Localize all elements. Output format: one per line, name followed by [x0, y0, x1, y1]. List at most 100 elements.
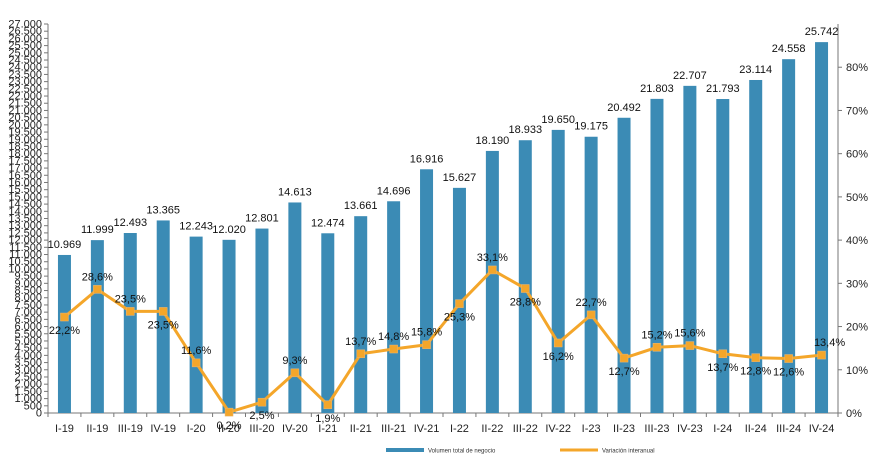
left-tick-label: 16.500: [8, 170, 42, 182]
left-tick-label: 500: [24, 400, 42, 412]
right-tick-label: 80%: [846, 62, 868, 74]
left-tick-label: 15.500: [8, 184, 42, 196]
line-data-label: 13,4%: [814, 337, 845, 349]
left-tick-label: 20.500: [8, 112, 42, 124]
left-tick-label: 2.000: [14, 379, 42, 391]
bar-data-label: 21.793: [706, 83, 740, 95]
bar-data-label: 12.801: [245, 213, 279, 225]
left-tick-label: 4.000: [14, 350, 42, 362]
x-tick-label: II-24: [745, 423, 767, 435]
line-point: [422, 340, 431, 349]
legend: Volumen total de negocio Variación inter…: [386, 448, 655, 455]
line-data-label: 25,3%: [444, 312, 475, 324]
left-tick-label: 25.000: [8, 47, 42, 59]
legend-swatch-bar: [386, 448, 424, 452]
line-data-label: 12,6%: [773, 367, 804, 379]
line-point: [488, 265, 497, 275]
bar: [288, 202, 302, 413]
line-data-label: 13,7%: [345, 336, 376, 348]
left-tick-label: 21.500: [8, 98, 42, 110]
bar: [617, 117, 631, 414]
bar-data-label: 19.175: [574, 121, 608, 133]
left-tick-label: 1.000: [14, 393, 42, 405]
bar-data-label: 13.365: [146, 204, 180, 216]
line-data-label: 23,5%: [115, 293, 146, 305]
x-tick-label: IV-23: [677, 423, 703, 435]
right-y-axis: 0% 10% 20% 30% 40% 50% 60% 70% 80%: [837, 24, 868, 420]
left-tick-label: 4.500: [14, 343, 42, 355]
x-tick-label: II-20: [218, 423, 240, 435]
left-tick-label: 13.000: [8, 220, 42, 232]
bar: [123, 233, 137, 413]
left-tick-label: 19.000: [8, 134, 42, 146]
left-tick-label: 7.000: [14, 307, 42, 319]
right-tick-label: 0%: [846, 408, 862, 420]
bar-data-label: 12.474: [311, 217, 345, 229]
line-data-label: 15,2%: [641, 329, 672, 341]
line-point: [784, 354, 793, 363]
bar-series: [57, 42, 829, 414]
left-tick-label: 0: [36, 408, 42, 420]
line-point: [257, 397, 267, 407]
line-point: [191, 358, 201, 368]
left-y-axis: 05001.0001.5002.0002.5003.0003.5004.0004…: [8, 19, 49, 420]
left-tick-label: 10.000: [8, 263, 42, 275]
x-tick-label: IV-24: [809, 423, 835, 435]
x-tick-label: III-20: [249, 423, 274, 435]
bar: [782, 59, 796, 413]
left-tick-label: 22.500: [8, 83, 42, 95]
line-data-label: 12,8%: [740, 366, 771, 378]
left-tick-label: 11.500: [9, 242, 42, 254]
right-tick-label: 60%: [846, 149, 868, 161]
bar-data-label: 22.707: [673, 70, 707, 82]
bar: [518, 140, 532, 413]
left-tick-label: 8.000: [14, 292, 42, 304]
line-point: [553, 338, 563, 348]
line-data-label: 28,6%: [82, 271, 113, 283]
x-tick-label: II-21: [350, 423, 372, 435]
x-axis: I-19 II-19 III-19 IV-19 I-20 II-20 III-20 IV-20…: [47, 412, 839, 435]
left-tick-label: 12.500: [8, 227, 42, 239]
bar: [584, 136, 598, 413]
left-tick-label: 24.000: [8, 62, 42, 74]
line-point: [652, 343, 662, 352]
bar: [716, 99, 730, 413]
line-point: [158, 307, 168, 316]
line-data-label: 23,5%: [148, 319, 179, 331]
left-tick-label: 8.500: [14, 285, 42, 297]
line-data-label: 22,2%: [49, 325, 80, 337]
left-tick-label: 19.500: [8, 127, 42, 139]
bar: [255, 228, 269, 413]
x-tick-label: I-20: [187, 423, 206, 435]
legend-label-bar: Volumen total de negocio: [428, 449, 496, 455]
right-tick-label: 40%: [846, 235, 868, 247]
right-tick-label: 30%: [846, 278, 868, 290]
left-tick-label: 10.500: [8, 256, 42, 268]
bar-data-label: 10.969: [48, 239, 82, 251]
x-tick-label: IV-20: [282, 423, 308, 435]
line-data-label: 11,6%: [181, 345, 212, 357]
line-point: [356, 349, 365, 359]
left-tick-label: 7.500: [14, 299, 42, 311]
left-tick-label: 23.000: [8, 76, 42, 88]
left-tick-label: 12.000: [8, 235, 42, 247]
x-tick-label: I-23: [582, 423, 601, 435]
bar: [156, 220, 170, 413]
line-point: [224, 407, 234, 417]
line-data-label: 13,7%: [707, 362, 738, 374]
line-data-label: 9,3%: [282, 355, 307, 367]
x-tick-label: IV-19: [150, 423, 176, 435]
line-point: [751, 353, 760, 362]
legend-swatch-line: [560, 448, 598, 452]
left-tick-label: 14.500: [8, 199, 42, 211]
x-tick-label: I-21: [318, 423, 337, 435]
x-tick-label: III-23: [644, 423, 669, 435]
line-point: [455, 299, 464, 308]
line-point: [521, 284, 530, 293]
bar: [189, 236, 203, 413]
left-tick-label: 9.000: [14, 278, 42, 290]
left-tick-label: 26.500: [8, 26, 42, 38]
x-tick-label: II-22: [481, 423, 503, 435]
left-tick-label: 22.000: [8, 91, 42, 103]
x-tick-label: III-21: [381, 423, 406, 435]
